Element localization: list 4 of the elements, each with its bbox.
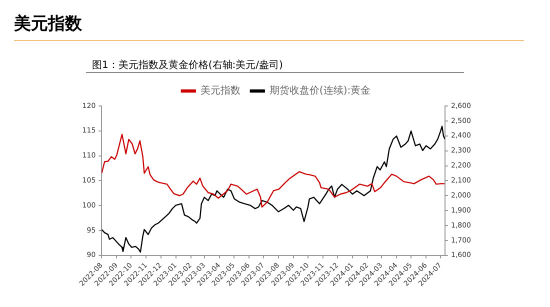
chart-title: 美元指数 (14, 13, 82, 35)
chart-subtitle: 图1：美元指数及黄金价格(右轴:美元/盎司) (92, 58, 283, 72)
legend-label: 美元指数 (200, 84, 240, 97)
legend-label: 期货收盘价(连续):黄金 (269, 84, 371, 97)
